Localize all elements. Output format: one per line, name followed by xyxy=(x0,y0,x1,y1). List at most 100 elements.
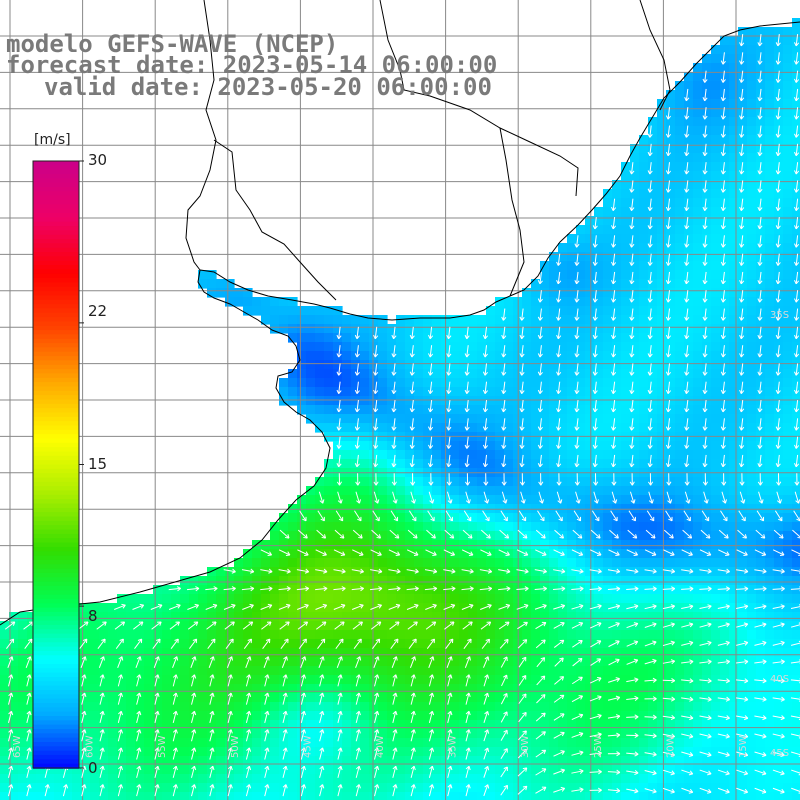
wind-arrow xyxy=(775,162,781,175)
wind-cell xyxy=(630,315,640,325)
wind-cell xyxy=(621,477,631,487)
wind-cell xyxy=(351,756,361,766)
wind-cell xyxy=(117,603,127,613)
wind-cell xyxy=(675,531,685,541)
wind-cell xyxy=(630,756,640,766)
wind-cell xyxy=(360,495,370,505)
wind-cell xyxy=(315,774,325,784)
wind-cell xyxy=(468,765,478,775)
wind-cell xyxy=(603,720,613,730)
wind-cell xyxy=(693,648,703,658)
wind-cell xyxy=(216,576,226,586)
wind-cell xyxy=(729,702,739,712)
wind-cell xyxy=(765,342,775,352)
wind-cell xyxy=(675,144,685,154)
wind-cell xyxy=(324,477,334,487)
wind-cell xyxy=(99,711,109,721)
wind-cell xyxy=(603,585,613,595)
wind-arrow xyxy=(465,491,471,504)
wind-cell xyxy=(162,684,172,694)
wind-cell xyxy=(702,153,712,163)
wind-cell xyxy=(387,675,397,685)
wind-cell xyxy=(63,774,73,784)
wind-cell xyxy=(495,612,505,622)
wind-cell xyxy=(378,423,388,433)
wind-cell xyxy=(198,630,208,640)
wind-cell xyxy=(315,396,325,406)
wind-cell xyxy=(648,333,658,343)
wind-cell xyxy=(306,702,316,712)
wind-cell xyxy=(432,549,442,559)
wind-cell xyxy=(702,243,712,253)
wind-cell xyxy=(459,639,469,649)
wind-cell xyxy=(432,423,442,433)
wind-cell xyxy=(567,657,577,667)
wind-cell xyxy=(657,405,667,415)
wind-cell xyxy=(144,711,154,721)
wind-arrow xyxy=(647,271,653,285)
wind-arrow xyxy=(574,271,580,285)
wind-cell xyxy=(738,612,748,622)
wind-cell xyxy=(648,351,658,361)
wind-cell xyxy=(279,513,289,523)
wind-arrow xyxy=(702,125,708,138)
wind-cell xyxy=(414,405,424,415)
wind-cell xyxy=(180,603,190,613)
wind-cell xyxy=(423,675,433,685)
wind-cell xyxy=(747,225,757,235)
wind-cell xyxy=(603,693,613,703)
wind-cell xyxy=(684,486,694,496)
wind-cell xyxy=(774,450,784,460)
wind-cell xyxy=(198,621,208,631)
wind-cell xyxy=(423,414,433,424)
wind-cell xyxy=(117,684,127,694)
wind-cell xyxy=(558,342,568,352)
wind-cell xyxy=(747,792,757,800)
wind-cell xyxy=(729,450,739,460)
wind-cell xyxy=(747,711,757,721)
wind-cell xyxy=(252,630,262,640)
wind-cell xyxy=(396,459,406,469)
wind-cell xyxy=(207,270,217,280)
wind-cell xyxy=(414,477,424,487)
wind-cell xyxy=(378,459,388,469)
wind-cell xyxy=(549,351,559,361)
wind-cell xyxy=(378,324,388,334)
wind-cell xyxy=(621,531,631,541)
wind-cell xyxy=(207,576,217,586)
wind-cell xyxy=(774,459,784,469)
wind-cell xyxy=(306,711,316,721)
wind-cell xyxy=(657,756,667,766)
wind-cell xyxy=(522,675,532,685)
wind-cell xyxy=(792,657,800,667)
wind-cell xyxy=(693,450,703,460)
wind-cell xyxy=(540,315,550,325)
wind-cell xyxy=(675,450,685,460)
wind-cell xyxy=(387,747,397,757)
wind-cell xyxy=(486,441,496,451)
wind-cell xyxy=(765,684,775,694)
wind-cell xyxy=(720,342,730,352)
wind-arrow xyxy=(556,290,562,303)
wind-cell xyxy=(450,351,460,361)
wind-cell xyxy=(711,684,721,694)
wind-arrow xyxy=(794,198,800,211)
wind-cell xyxy=(684,567,694,577)
wind-arrow xyxy=(775,381,781,394)
wind-cell xyxy=(711,693,721,703)
wind-cell xyxy=(594,252,604,262)
wind-cell xyxy=(747,693,757,703)
wind-cell xyxy=(693,756,703,766)
wind-cell xyxy=(243,549,253,559)
wind-cell xyxy=(702,270,712,280)
wind-cell xyxy=(630,693,640,703)
wind-cell xyxy=(738,765,748,775)
wind-cell xyxy=(630,639,640,649)
wind-cell xyxy=(522,540,532,550)
wind-cell xyxy=(315,306,325,316)
wind-cell xyxy=(288,747,298,757)
wind-cell xyxy=(657,198,667,208)
wind-cell xyxy=(423,639,433,649)
wind-cell xyxy=(261,774,271,784)
wind-cell xyxy=(153,765,163,775)
